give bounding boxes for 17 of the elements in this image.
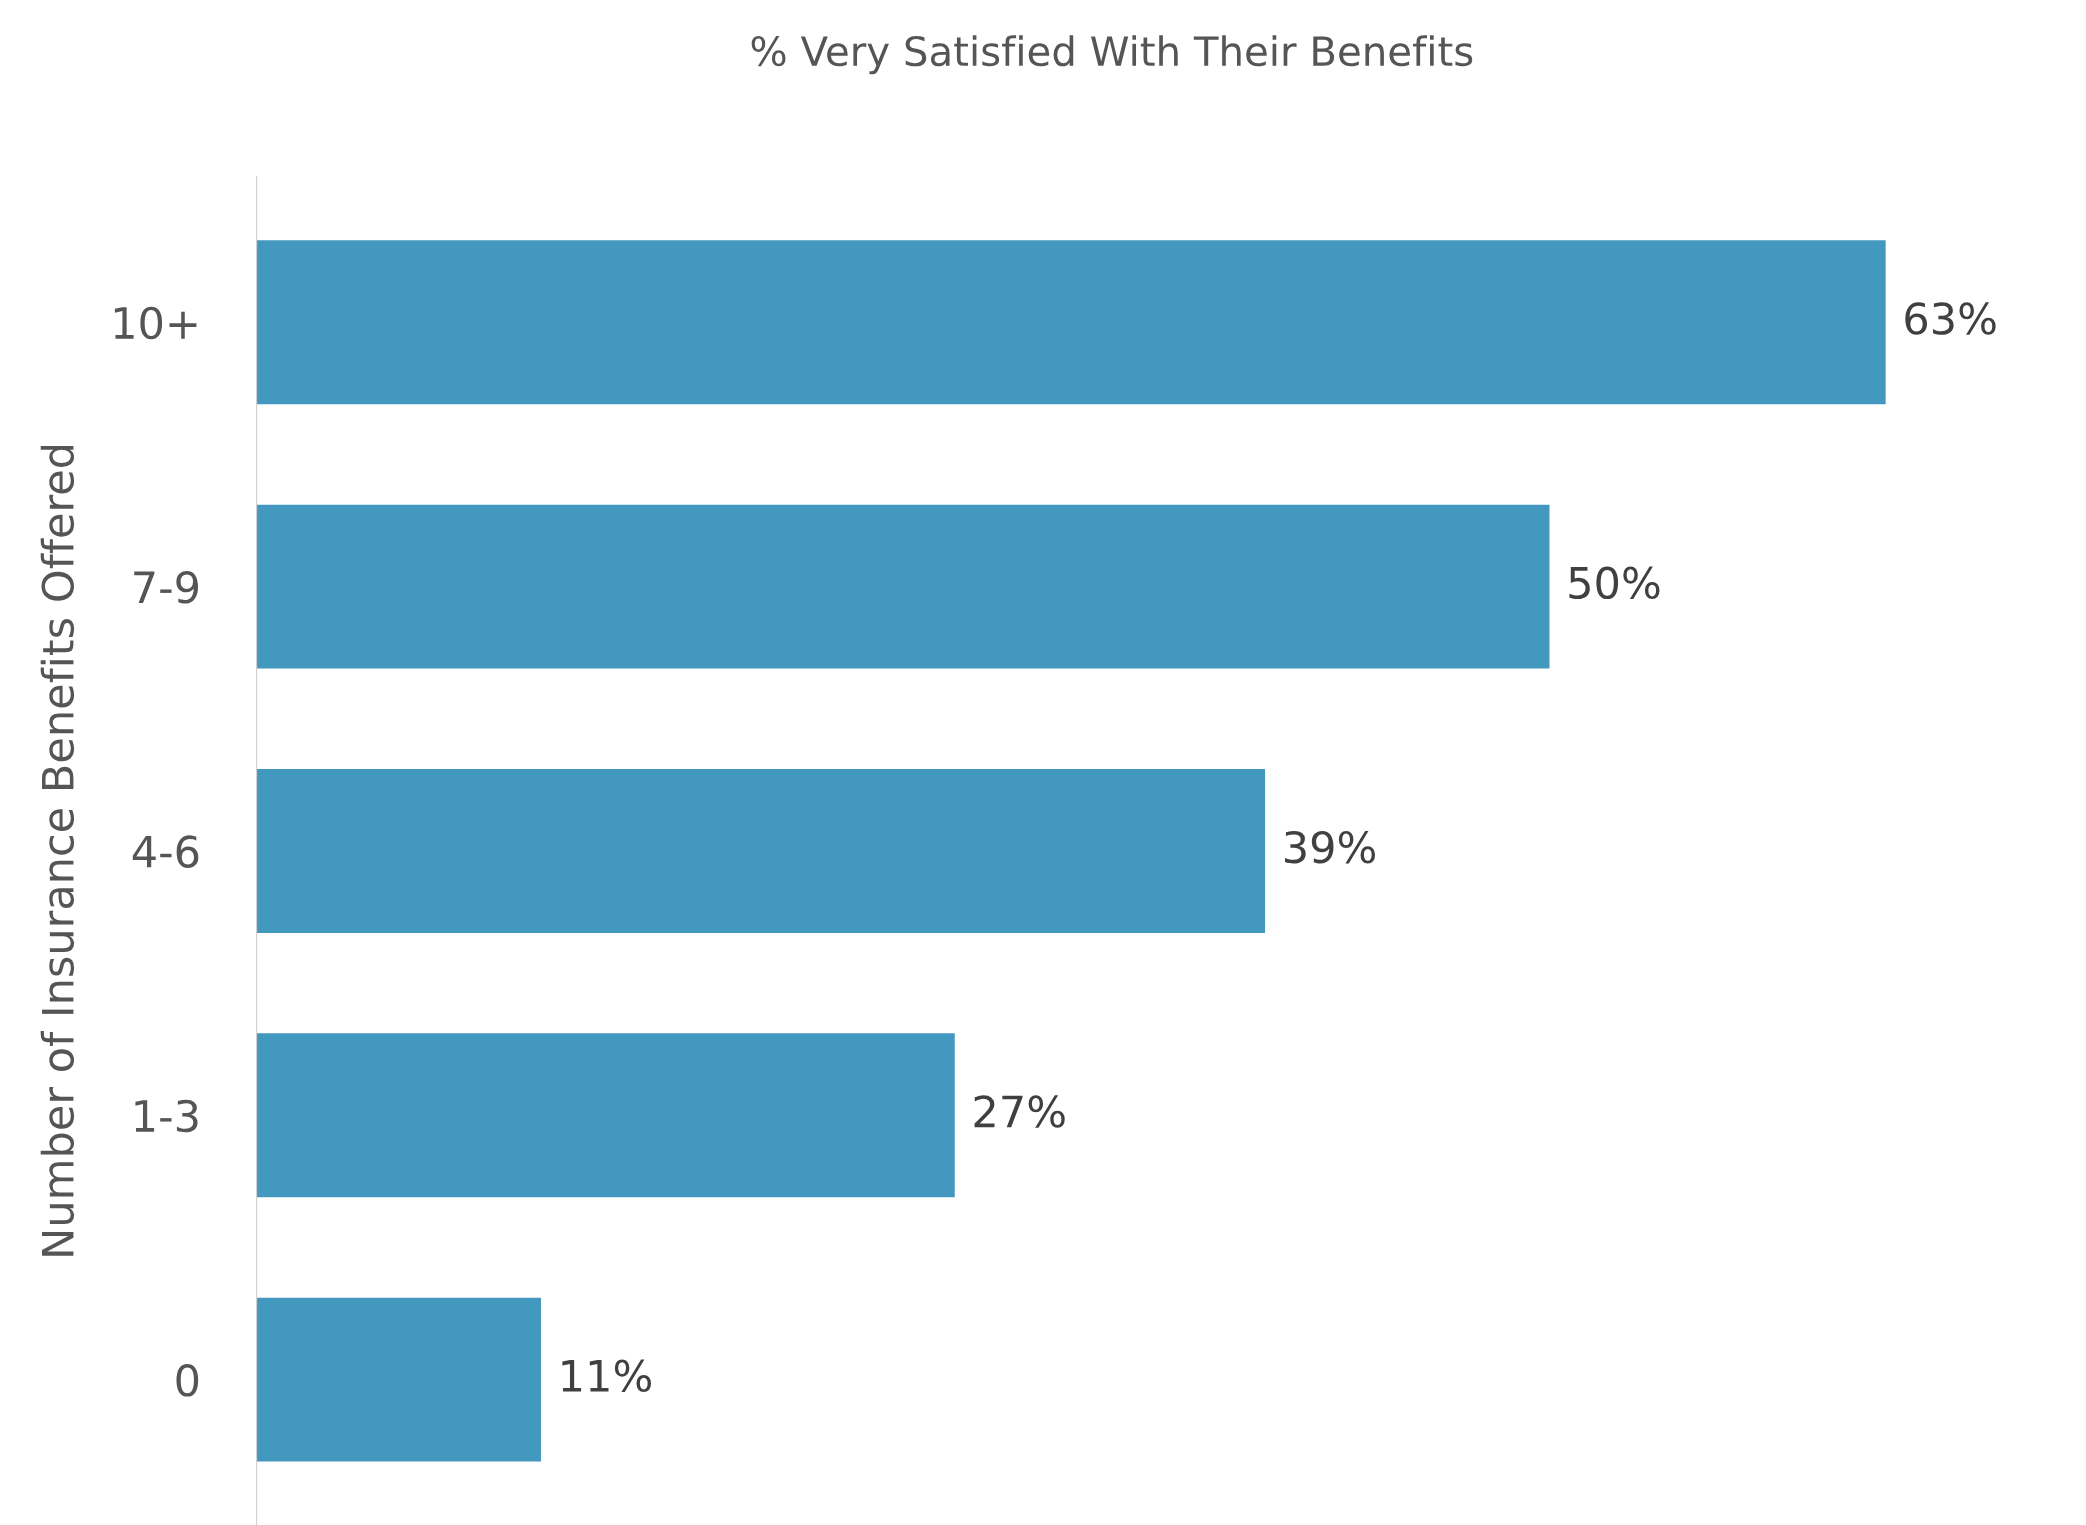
bar	[256, 1033, 955, 1198]
data-label: 11%	[562, 1359, 652, 1393]
data-label: 63%	[1905, 302, 1996, 335]
bar	[256, 504, 1550, 669]
chart-title: % Very Satisfied With Their Benefits	[751, 35, 1473, 75]
bar	[256, 240, 1886, 405]
data-label: 27%	[974, 1095, 1065, 1128]
y-axis-title: Number of Insurance Benefits Offered	[40, 445, 75, 1256]
y-tick-label: 1-3	[135, 1099, 198, 1133]
y-tick-label: 7-9	[134, 571, 198, 604]
bar	[256, 1297, 542, 1462]
y-tick-label: 10+	[114, 306, 197, 340]
data-label: 39%	[1285, 830, 1376, 864]
bar	[256, 769, 1266, 933]
data-label: 50%	[1569, 566, 1660, 600]
y-tick-label: 4-6	[132, 835, 199, 868]
y-tick-label: 0	[176, 1364, 199, 1397]
